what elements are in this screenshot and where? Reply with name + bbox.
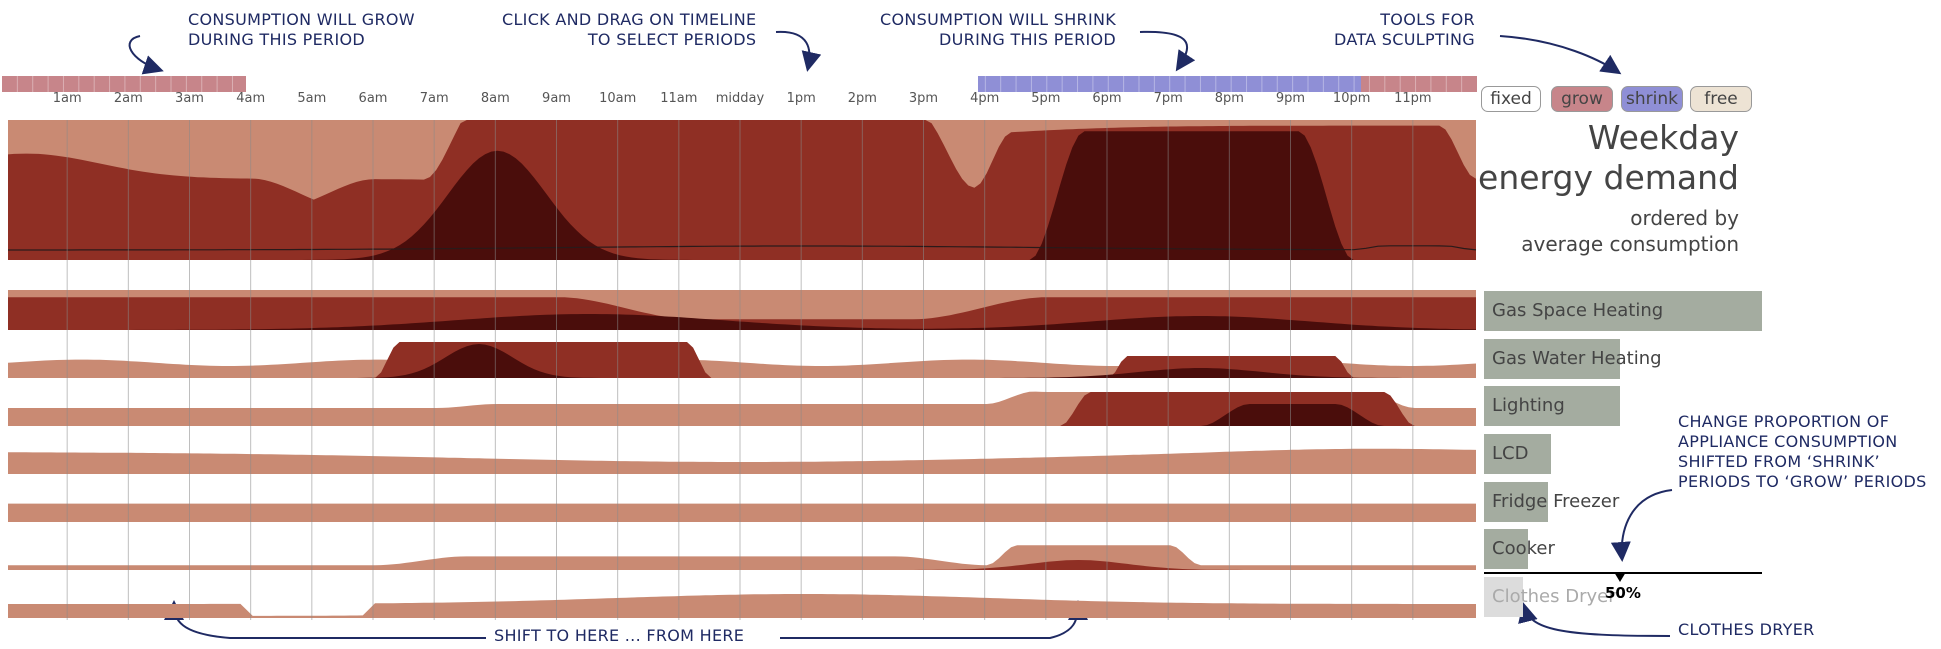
timeline-bar[interactable] [0,75,1480,95]
time-tick: 10am [599,91,637,106]
arrow-tools [1499,35,1622,75]
time-tick: 6pm [1092,91,1122,106]
appliance-stream-1-1 [8,342,1476,378]
time-tick: 10pm [1332,91,1371,106]
tool-free-button[interactable]: free [1690,86,1752,112]
proportion-slider-handle[interactable] [1614,572,1626,582]
appliance-label[interactable]: Gas Space Heating [1492,300,1664,321]
appliance-bar[interactable] [1484,482,1548,522]
time-tick: 5pm [1031,91,1061,106]
time-tick: 9am [542,91,571,106]
appliance-stream-1-0 [8,359,1476,378]
arrow-shrink [1139,30,1196,72]
annotation-proportion: CHANGE PROPORTION OF APPLIANCE CONSUMPTI… [1678,412,1927,491]
arrow-proportion [1610,489,1673,562]
appliance-label[interactable]: Fridge Freezer [1492,491,1620,512]
annotation-dryer: CLOTHES DRYER [1678,620,1815,639]
shrink-selection [978,76,1361,92]
time-tick: 6am [358,91,388,106]
arrow-dryer [1518,602,1671,637]
time-tick: 4pm [970,91,1000,106]
time-tick: 8am [480,91,510,106]
appliance-stream-3-0 [8,448,1476,474]
time-tick: 11am [660,91,698,106]
proportion-label: 50% [1605,584,1641,602]
time-tick: 9pm [1275,91,1306,106]
appliance-stream-6-0 [8,594,1476,618]
appliance-bar[interactable] [1484,386,1621,426]
chart-title-line1: Weekday [1587,118,1739,157]
time-tick: 1pm [786,91,816,106]
time-tick: 7pm [1153,91,1183,106]
chart-subtitle-line2: average consumption [1521,232,1739,256]
appliance-stream-2-1 [8,392,1476,426]
appliance-bar[interactable] [1484,434,1551,474]
annotation-grow: CONSUMPTION WILL GROW DURING THIS PERIOD [188,10,415,49]
time-tick: 2pm [847,91,877,106]
appliance-bar[interactable] [1484,529,1529,569]
appliance-label[interactable]: Gas Water Heating [1492,348,1662,369]
appliance-stream-2-2 [8,404,1476,426]
tool-shrink-button[interactable]: shrink [1621,86,1683,112]
appliance-label[interactable]: Clothes Dryer [1492,586,1616,607]
time-tick: 4am [236,91,266,106]
appliance-stream-5-0 [8,545,1476,570]
time-tick: 1am [52,91,82,106]
appliance-stream-4-0 [8,503,1476,522]
time-tick: 3pm [908,91,939,106]
demand-streams [8,120,1477,620]
appliance-bar[interactable] [1484,291,1762,331]
aggregate-dark [8,131,1476,260]
tool-grow-button[interactable]: grow [1551,86,1613,112]
time-tick: 11pm [1394,91,1432,106]
annotation-shift: SHIFT TO HERE ... FROM HERE [494,626,745,645]
appliance-stream-0-2 [8,314,1476,330]
time-tick: 3am [175,91,204,106]
time-tick: 7am [419,91,449,106]
tool-fixed-button[interactable]: fixed [1481,86,1541,112]
time-tick: 8pm [1214,91,1244,106]
chart-title-line2: energy demand [1478,158,1739,197]
chart-subtitle-line1: ordered by [1630,206,1739,230]
arrow-grow [128,35,164,75]
annotation-shrink: CONSUMPTION WILL SHRINK DURING THIS PERI… [880,10,1117,49]
appliance-label[interactable]: Cooker [1492,538,1555,559]
appliance-label[interactable]: Lighting [1492,395,1565,416]
appliance-bar[interactable] [1484,577,1523,617]
time-tick: 5am [297,91,327,106]
appliance-label[interactable]: LCD [1492,443,1529,464]
time-tick: midday [715,91,765,106]
aggregate-average-line [8,245,1477,251]
appliance-bar[interactable] [1484,339,1621,379]
time-tick: 2am [113,91,143,106]
annotation-tools: TOOLS FOR DATA SCULPTING [1334,10,1475,49]
grow-selection [1361,76,1477,92]
grow-selection [2,76,246,92]
annotation-drag: CLICK AND DRAG ON TIMELINE TO SELECT PER… [502,10,757,49]
arrow-drag [775,30,822,72]
appliance-stream-5-1 [8,560,1476,570]
